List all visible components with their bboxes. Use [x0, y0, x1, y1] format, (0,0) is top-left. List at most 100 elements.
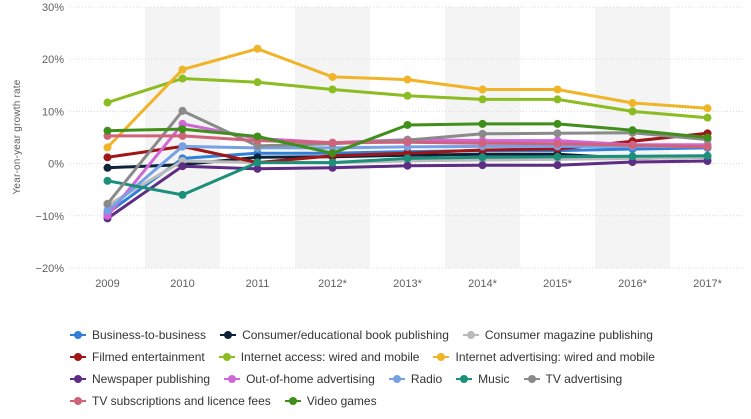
legend-item[interactable]: Video games	[284, 394, 377, 408]
data-point[interactable]	[628, 152, 637, 161]
data-point[interactable]	[253, 158, 262, 167]
data-point[interactable]	[553, 129, 562, 138]
data-point[interactable]	[178, 162, 187, 171]
data-point[interactable]	[103, 98, 112, 107]
data-point[interactable]	[403, 91, 412, 100]
data-point[interactable]	[178, 65, 187, 74]
legend-row: Filmed entertainment Internet access: wir…	[70, 346, 750, 368]
data-point[interactable]	[403, 161, 412, 170]
data-point[interactable]	[103, 153, 112, 162]
legend-item[interactable]: Consumer magazine publishing	[462, 328, 653, 342]
legend-swatch-icon	[433, 353, 450, 361]
data-point[interactable]	[178, 190, 187, 199]
legend-label: TV advertising	[545, 372, 623, 386]
data-point[interactable]	[628, 141, 637, 150]
legend-item[interactable]: TV subscriptions and licence fees	[70, 394, 271, 408]
legend-item[interactable]: Internet advertising: wired and mobile	[433, 350, 655, 364]
data-point[interactable]	[178, 74, 187, 83]
legend-swatch-icon	[456, 375, 473, 383]
data-point[interactable]	[103, 143, 112, 152]
data-point[interactable]	[253, 44, 262, 53]
data-point[interactable]	[478, 139, 487, 148]
legend-item[interactable]: Music	[456, 372, 510, 386]
series[interactable]	[103, 119, 712, 158]
data-point[interactable]	[328, 158, 337, 167]
data-point[interactable]	[703, 142, 712, 151]
data-point[interactable]	[478, 85, 487, 94]
data-point[interactable]	[328, 85, 337, 94]
x-tick-label: 2011	[246, 278, 270, 290]
series-lines	[103, 44, 712, 223]
legend-label: Music	[478, 372, 510, 386]
legend-label: Newspaper publishing	[92, 372, 211, 386]
legend-item[interactable]: Radio	[388, 372, 442, 386]
data-point[interactable]	[478, 153, 487, 162]
data-point[interactable]	[553, 161, 562, 170]
data-point[interactable]	[553, 152, 562, 161]
data-point[interactable]	[403, 138, 412, 147]
data-point[interactable]	[478, 95, 487, 104]
data-point[interactable]	[553, 85, 562, 94]
legend-label: Business-to-business	[92, 328, 207, 342]
data-point[interactable]	[328, 149, 337, 158]
data-point[interactable]	[178, 131, 187, 140]
legend-label: Internet advertising: wired and mobile	[455, 350, 655, 364]
legend-row: Newspaper publishing Out-of-home advertis…	[70, 368, 750, 390]
data-point[interactable]	[703, 133, 712, 142]
legend: Business-to-business Consumer/educational…	[70, 324, 750, 412]
data-point[interactable]	[403, 75, 412, 84]
line-chart: −20% −10% 0% 10% 20% 30% 2009 2010 2011 2012* 201…	[12, 2, 745, 290]
series[interactable]	[103, 44, 712, 152]
data-point[interactable]	[103, 126, 112, 135]
data-point[interactable]	[178, 125, 187, 134]
data-point[interactable]	[103, 176, 112, 185]
legend-label: Video games	[306, 394, 377, 408]
legend-item[interactable]: Filmed entertainment	[70, 350, 205, 364]
x-tick-label: 2014*	[468, 278, 497, 290]
legend-swatch-icon	[220, 331, 237, 339]
data-point[interactable]	[403, 154, 412, 163]
data-point[interactable]	[703, 113, 712, 122]
series[interactable]	[103, 151, 712, 199]
data-point[interactable]	[253, 164, 262, 173]
data-point[interactable]	[628, 99, 637, 108]
legend-item[interactable]: Consumer/educational book publishing	[220, 328, 449, 342]
data-point[interactable]	[703, 104, 712, 113]
column-band	[295, 7, 370, 268]
x-tick-label: 2013*	[393, 278, 422, 290]
data-point[interactable]	[178, 106, 187, 115]
legend-swatch-icon	[70, 397, 86, 405]
data-point[interactable]	[103, 163, 112, 172]
x-tick-label: 2010	[170, 278, 194, 290]
data-point[interactable]	[253, 132, 262, 141]
legend-swatch-icon	[218, 353, 235, 361]
data-point[interactable]	[328, 138, 337, 147]
data-point[interactable]	[403, 120, 412, 129]
data-point[interactable]	[478, 129, 487, 138]
data-point[interactable]	[178, 142, 187, 151]
legend-swatch-icon	[462, 331, 479, 339]
data-point[interactable]	[253, 78, 262, 87]
legend-item[interactable]: Out-of-home advertising	[224, 372, 375, 386]
data-point[interactable]	[628, 107, 637, 116]
legend-label: TV subscriptions and licence fees	[92, 394, 271, 408]
data-point[interactable]	[103, 206, 112, 215]
data-point[interactable]	[553, 119, 562, 128]
legend-swatch-icon	[224, 375, 241, 383]
data-point[interactable]	[628, 158, 637, 167]
data-point[interactable]	[478, 119, 487, 128]
data-point[interactable]	[478, 161, 487, 170]
legend-item[interactable]: Internet access: wired and mobile	[218, 350, 419, 364]
legend-swatch-icon	[523, 375, 540, 383]
data-point[interactable]	[103, 199, 112, 208]
data-point[interactable]	[628, 126, 637, 135]
data-point[interactable]	[328, 72, 337, 81]
legend-item[interactable]: TV advertising	[523, 372, 623, 386]
legend-item[interactable]: Newspaper publishing	[70, 372, 210, 386]
data-point[interactable]	[553, 95, 562, 104]
legend-item[interactable]: Business-to-business	[70, 328, 206, 342]
data-point[interactable]	[553, 139, 562, 148]
series[interactable]	[103, 74, 712, 122]
data-point[interactable]	[703, 151, 712, 160]
legend-swatch-icon	[70, 331, 86, 339]
